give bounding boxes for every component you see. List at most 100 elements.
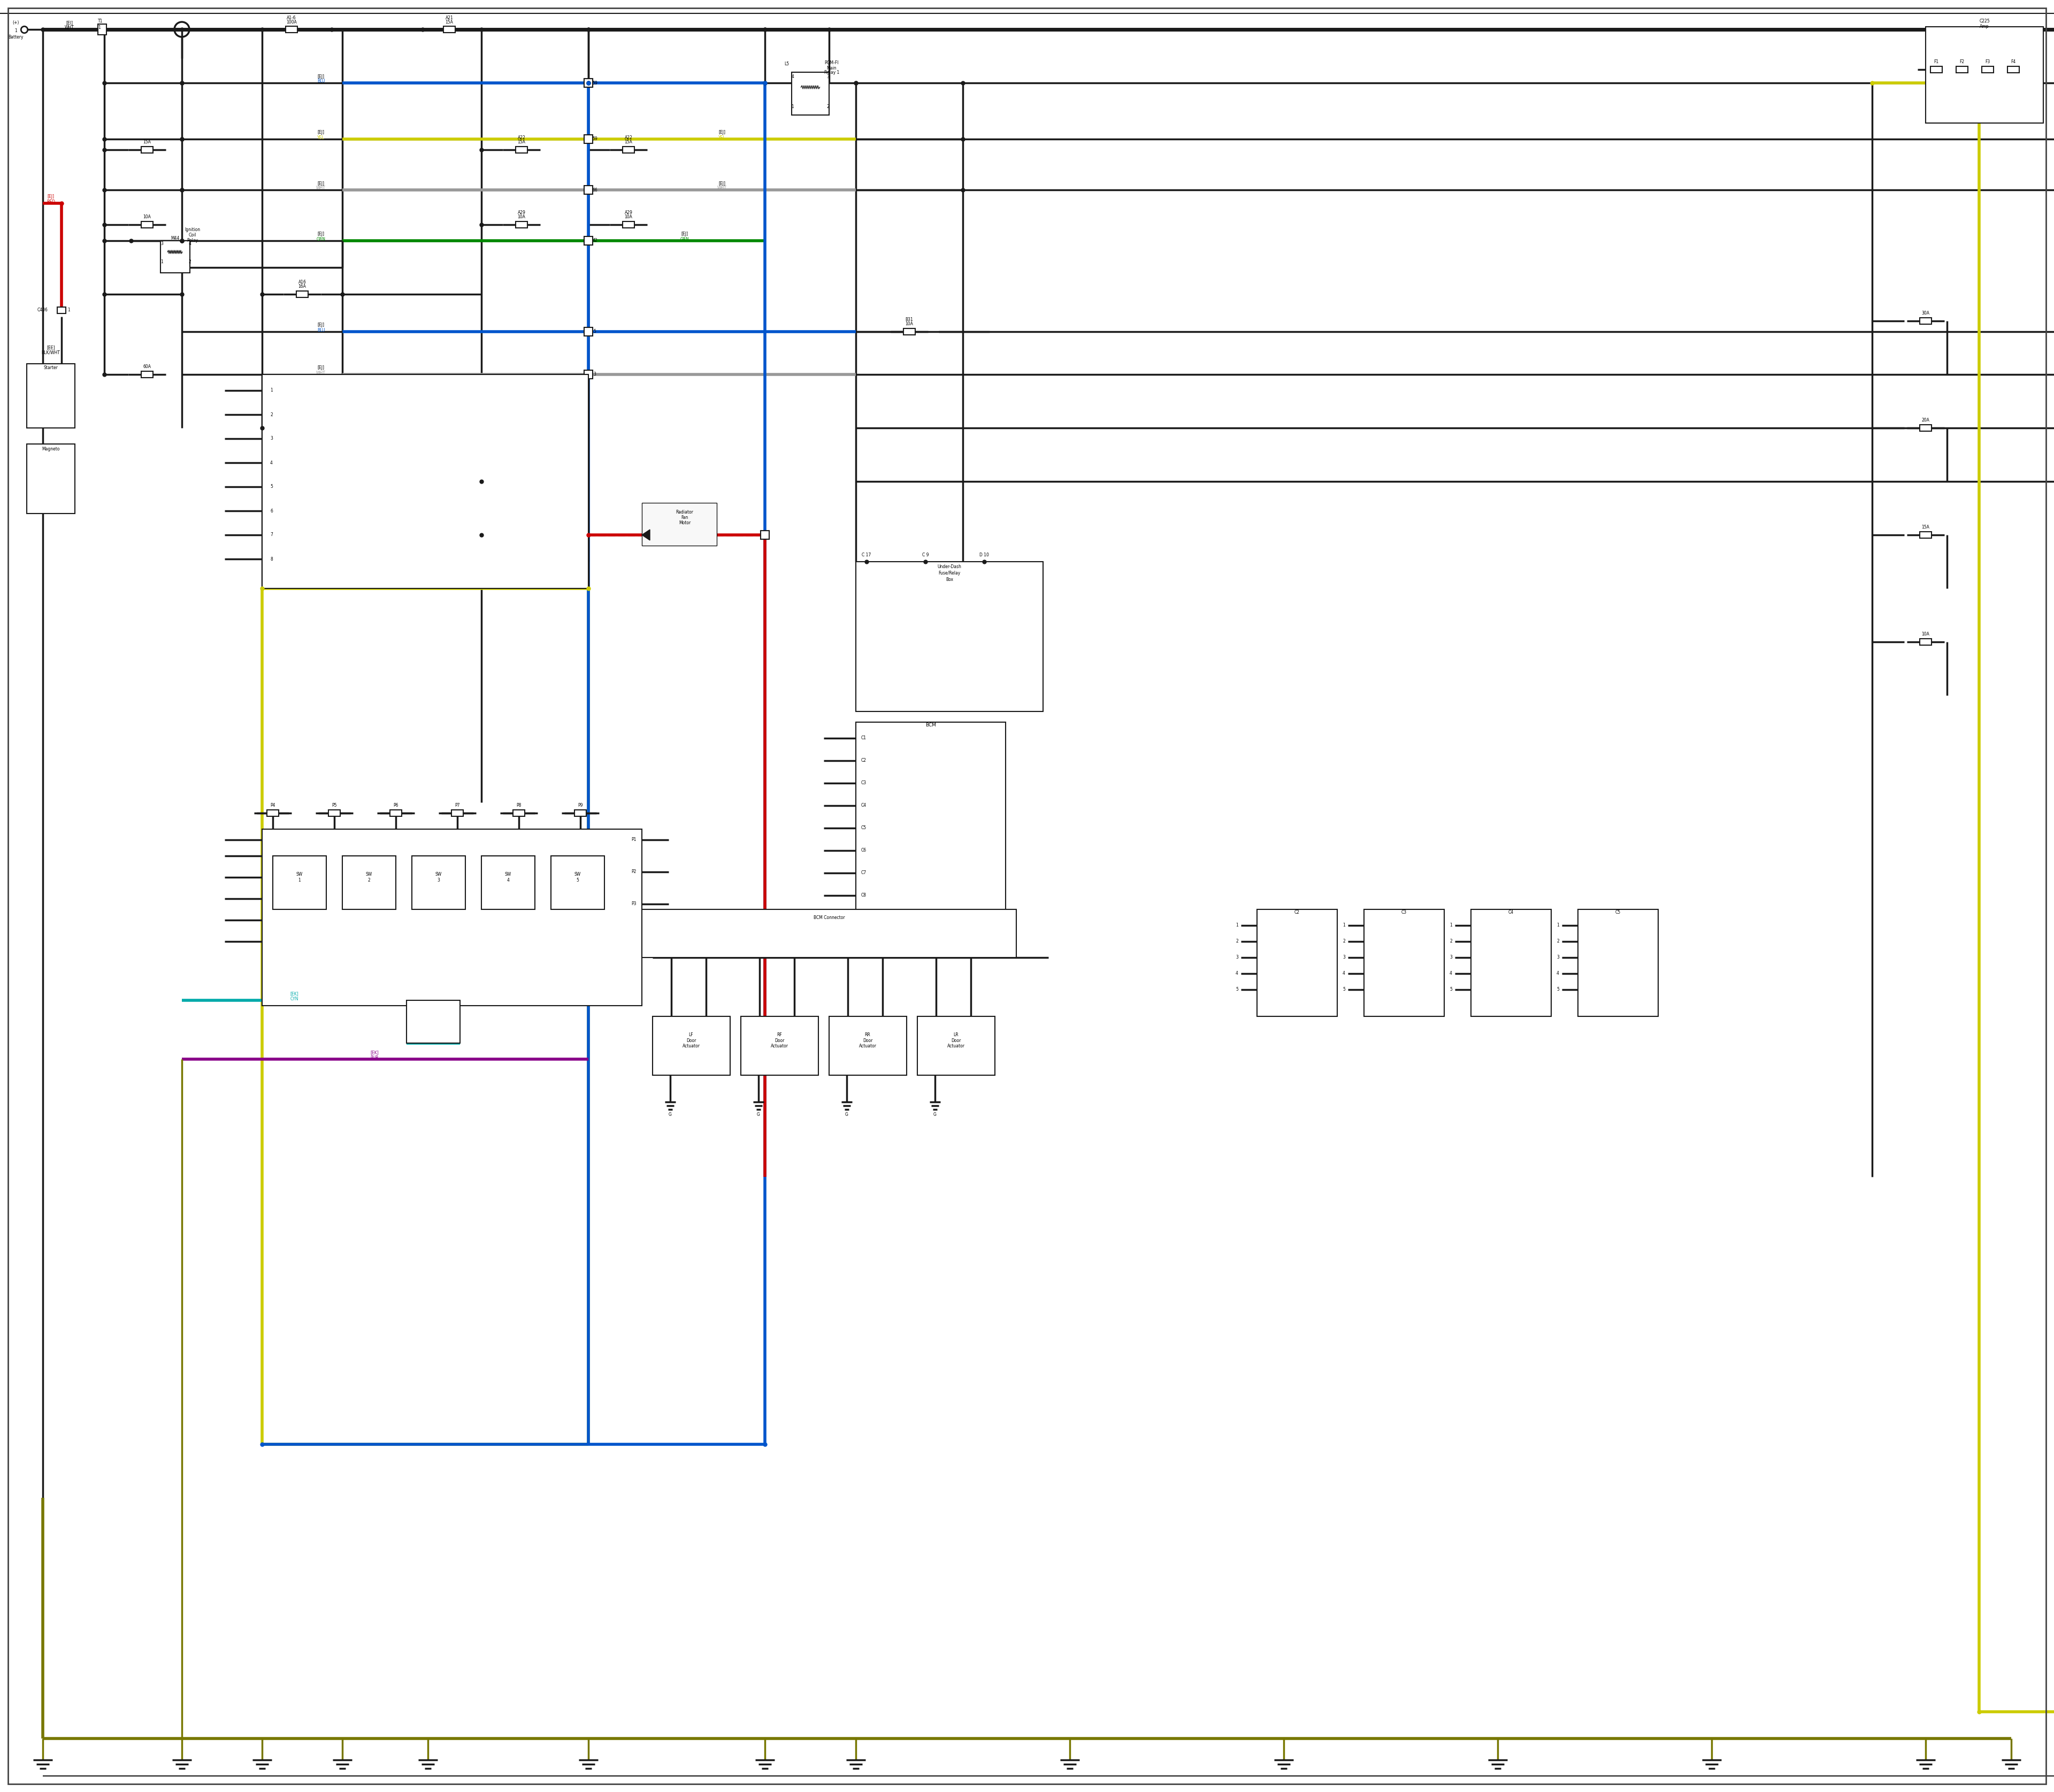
Text: 42: 42 <box>592 238 598 244</box>
Bar <box>267 810 279 817</box>
Bar <box>641 504 717 545</box>
Text: A16: A16 <box>298 280 306 285</box>
Text: 5: 5 <box>1557 987 1559 993</box>
Text: 15A: 15A <box>144 140 152 145</box>
Bar <box>1931 66 1943 73</box>
Text: 4: 4 <box>1557 971 1559 977</box>
Bar <box>583 328 594 335</box>
Text: B31: B31 <box>906 317 914 323</box>
Text: [EJ]: [EJ] <box>719 131 725 134</box>
Text: 1: 1 <box>68 308 70 312</box>
Text: [EJ]: [EJ] <box>318 131 325 134</box>
Text: [EJ]: [EJ] <box>47 195 53 199</box>
Bar <box>286 27 298 32</box>
Bar <box>1982 66 1994 73</box>
Text: 1: 1 <box>1237 923 1239 928</box>
Bar <box>142 222 152 228</box>
Text: Main: Main <box>828 66 836 70</box>
Bar <box>1577 909 1658 1016</box>
Text: 2: 2 <box>828 104 830 109</box>
Text: 1: 1 <box>651 538 653 541</box>
Text: WHT: WHT <box>316 371 327 375</box>
Text: 3: 3 <box>1450 955 1452 961</box>
Text: P5: P5 <box>333 803 337 808</box>
Bar <box>296 290 308 297</box>
Text: P1: P1 <box>631 837 637 842</box>
Text: 15A: 15A <box>624 140 633 145</box>
Text: P6: P6 <box>392 803 398 808</box>
Text: RR
Door
Actuator: RR Door Actuator <box>859 1032 877 1048</box>
Text: C4: C4 <box>1508 910 1514 914</box>
Text: RF
Door
Actuator: RF Door Actuator <box>770 1032 789 1048</box>
Text: 60A: 60A <box>144 364 152 369</box>
Bar <box>444 27 456 32</box>
Text: 3: 3 <box>160 240 164 246</box>
Bar <box>622 222 635 228</box>
Bar <box>452 810 464 817</box>
Text: 3: 3 <box>1237 955 1239 961</box>
Text: G: G <box>758 1111 760 1116</box>
Text: GRN: GRN <box>316 237 325 242</box>
Bar <box>857 561 1043 711</box>
Text: C406: C406 <box>37 308 47 312</box>
Text: A2-1: A2-1 <box>518 521 526 525</box>
Text: 7: 7 <box>271 532 273 538</box>
Text: [EJ]: [EJ] <box>318 323 325 328</box>
Bar <box>273 857 327 909</box>
Text: BLK/WHT: BLK/WHT <box>41 349 60 355</box>
Bar <box>2007 66 2019 73</box>
Text: 2: 2 <box>1237 939 1239 944</box>
Text: 59: 59 <box>592 81 598 86</box>
Bar <box>830 1016 906 1075</box>
Text: A22: A22 <box>518 136 526 140</box>
Text: (+): (+) <box>12 20 18 25</box>
Text: 4: 4 <box>189 240 191 246</box>
Text: 60A: 60A <box>518 471 526 477</box>
Text: C7: C7 <box>861 871 867 876</box>
Text: Starter: Starter <box>43 366 58 371</box>
Text: C2: C2 <box>1294 910 1300 914</box>
Text: P4: P4 <box>271 803 275 808</box>
Text: PGM-FI: PGM-FI <box>824 61 838 66</box>
Text: D 10: D 10 <box>980 554 988 557</box>
Text: 30A: 30A <box>1923 312 1929 315</box>
Text: 15A: 15A <box>1923 525 1929 530</box>
Text: [EJ]: [EJ] <box>719 181 725 186</box>
Bar <box>1955 66 1968 73</box>
Text: A21: A21 <box>446 16 454 20</box>
Bar <box>760 530 768 539</box>
Text: LR
Door
Actuator: LR Door Actuator <box>947 1032 965 1048</box>
Text: 16A: 16A <box>298 285 306 289</box>
Text: 5: 5 <box>1343 987 1345 993</box>
Bar <box>904 328 916 335</box>
Text: [EK]: [EK] <box>290 991 298 996</box>
Bar <box>1920 425 1931 432</box>
Text: LF
Door
Actuator: LF Door Actuator <box>682 1032 700 1048</box>
Bar <box>583 79 594 88</box>
Bar <box>1471 909 1551 1016</box>
Text: 1: 1 <box>1343 923 1345 928</box>
Text: [EJ]: [EJ] <box>318 231 325 237</box>
Bar <box>142 371 152 378</box>
Bar <box>583 79 594 88</box>
Text: 1: 1 <box>99 25 101 30</box>
Text: T1: T1 <box>99 20 103 23</box>
Bar <box>550 857 604 909</box>
Text: A29: A29 <box>624 210 633 215</box>
Text: G: G <box>844 1111 848 1116</box>
Text: RED: RED <box>47 199 55 204</box>
Text: 2: 2 <box>271 412 273 418</box>
Text: C2: C2 <box>861 758 867 763</box>
Text: P2: P2 <box>631 869 637 874</box>
Text: 1: 1 <box>1450 923 1452 928</box>
Bar <box>622 147 635 152</box>
Text: 2: 2 <box>1557 939 1559 944</box>
Text: 5: 5 <box>271 484 273 489</box>
Bar <box>1920 638 1931 645</box>
Text: P8: P8 <box>516 803 522 808</box>
Text: 5: 5 <box>594 330 596 333</box>
Text: [EJ]: [EJ] <box>682 231 688 237</box>
Bar <box>857 722 1006 925</box>
Text: GRN: GRN <box>680 237 690 242</box>
Text: BRN: BRN <box>672 530 682 536</box>
